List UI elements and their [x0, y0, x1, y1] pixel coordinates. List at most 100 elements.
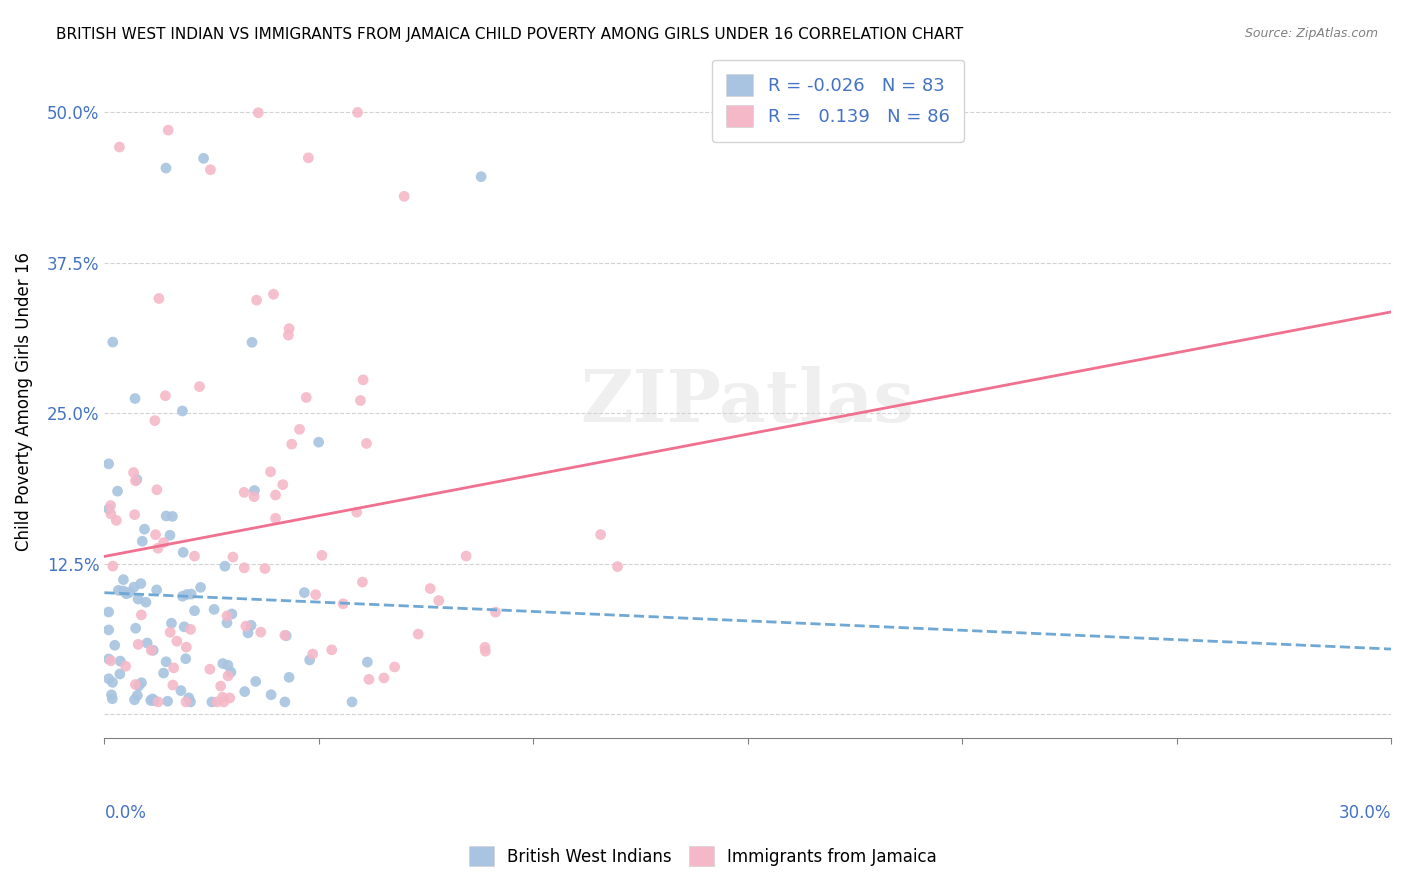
Point [176, 587, 198, 601]
Point [139, 693, 162, 707]
Point [295, 391, 318, 405]
Point [406, 627, 429, 641]
Text: Source: ZipAtlas.com: Source: ZipAtlas.com [1244, 27, 1378, 40]
Point [122, 466, 145, 480]
Point [122, 580, 145, 594]
Point [114, 659, 136, 673]
Point [217, 669, 239, 683]
Point [245, 674, 267, 689]
Point [134, 522, 156, 536]
Point [143, 414, 166, 428]
Point [108, 667, 131, 681]
Point [141, 643, 163, 657]
Point [135, 595, 157, 609]
Point [162, 678, 184, 692]
Point [243, 483, 266, 498]
Point [124, 474, 146, 488]
Point [159, 528, 181, 542]
Point [352, 575, 374, 590]
Point [97, 652, 120, 666]
Point [243, 490, 266, 504]
Point [332, 597, 354, 611]
Point [298, 653, 321, 667]
Point [188, 379, 211, 393]
Point [176, 640, 198, 655]
Point [127, 637, 149, 651]
Point [263, 287, 285, 301]
Point [190, 580, 212, 594]
Point [131, 534, 153, 549]
Point [97, 502, 120, 516]
Point [155, 161, 177, 175]
Text: BRITISH WEST INDIAN VS IMMIGRANTS FROM JAMAICA CHILD POVERTY AMONG GIRLS UNDER 1: BRITISH WEST INDIAN VS IMMIGRANTS FROM J… [56, 27, 963, 42]
Point [193, 152, 215, 166]
Point [172, 589, 194, 603]
Point [173, 620, 195, 634]
Point [142, 643, 165, 657]
Point [304, 588, 326, 602]
Point [112, 573, 135, 587]
Point [100, 507, 122, 521]
Point [101, 559, 124, 574]
Point [352, 373, 374, 387]
Point [97, 457, 120, 471]
Point [219, 665, 242, 680]
Point [260, 688, 283, 702]
Point [392, 189, 415, 203]
Point [105, 513, 128, 527]
Point [100, 499, 122, 513]
Point [159, 625, 181, 640]
Point [104, 638, 127, 652]
Point [183, 604, 205, 618]
Point [177, 690, 200, 705]
Point [202, 602, 225, 616]
Point [174, 695, 197, 709]
Point [155, 508, 177, 523]
Point [274, 628, 297, 642]
Point [146, 541, 169, 556]
Point [233, 485, 256, 500]
Point [235, 619, 257, 633]
Point [215, 608, 238, 623]
Point [236, 625, 259, 640]
Point [172, 545, 194, 559]
Point [148, 292, 170, 306]
Point [101, 335, 124, 350]
Point [124, 621, 146, 635]
Point [101, 675, 124, 690]
Point [200, 162, 222, 177]
Point [179, 695, 201, 709]
Point [456, 549, 478, 563]
Point [474, 644, 496, 658]
Point [157, 123, 180, 137]
Point [240, 618, 263, 632]
Point [356, 436, 378, 450]
Point [145, 582, 167, 597]
Point [253, 561, 276, 575]
Point [124, 392, 146, 406]
Point [274, 695, 297, 709]
Point [373, 671, 395, 685]
Point [146, 695, 169, 709]
Point [356, 655, 378, 669]
Legend: British West Indians, Immigrants from Jamaica: British West Indians, Immigrants from Ja… [461, 838, 945, 875]
Point [247, 105, 270, 120]
Point [163, 661, 186, 675]
Point [357, 673, 380, 687]
Point [201, 695, 224, 709]
Point [125, 473, 148, 487]
Y-axis label: Child Poverty Among Girls Under 16: Child Poverty Among Girls Under 16 [15, 252, 32, 550]
Point [264, 488, 287, 502]
Point [288, 422, 311, 436]
Point [301, 647, 323, 661]
Point [141, 692, 163, 706]
Point [349, 393, 371, 408]
Point [277, 328, 299, 343]
Point [146, 483, 169, 497]
Point [162, 509, 184, 524]
Point [100, 654, 122, 668]
Point [183, 549, 205, 563]
Point [215, 615, 238, 630]
Point [419, 582, 441, 596]
Point [346, 105, 368, 120]
